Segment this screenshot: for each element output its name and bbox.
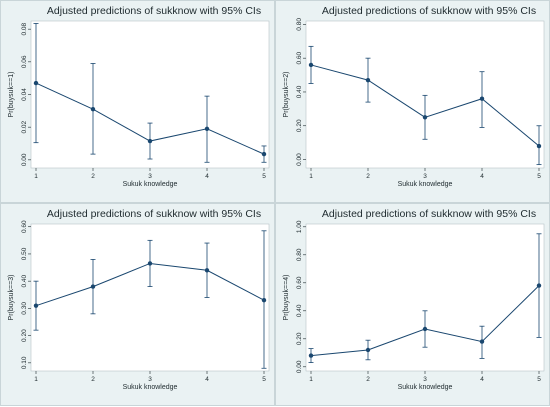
data-point — [261, 151, 267, 157]
data-point — [479, 339, 485, 344]
data-point — [90, 284, 96, 289]
x-tick-label: 1 — [34, 173, 38, 180]
chart-panel-2: Adjusted predictions of sukknow with 95%… — [275, 0, 550, 203]
data-point — [33, 303, 39, 308]
x-tick-label: 1 — [34, 376, 38, 383]
data-point — [422, 326, 428, 332]
data-point — [365, 347, 371, 353]
x-tick-label: 4 — [480, 173, 484, 180]
chart-panel-4: Adjusted predictions of sukknow with 95%… — [275, 203, 550, 406]
y-tick-label: 0.04 — [21, 88, 28, 101]
y-axis-label: Pr(buysuk==3) — [8, 275, 15, 321]
x-tick-label: 3 — [148, 173, 152, 180]
x-tick-label: 5 — [537, 173, 541, 180]
y-tick-label: 0.30 — [21, 302, 28, 315]
x-tick-label: 3 — [148, 376, 152, 383]
y-tick-label: 0.06 — [21, 55, 28, 68]
x-axis-label: Sukuk knowledge — [123, 181, 178, 188]
plot-area — [305, 20, 545, 169]
data-point — [204, 126, 210, 131]
data-point — [147, 261, 153, 266]
x-tick-label: 2 — [366, 173, 370, 180]
x-tick-label: 5 — [262, 376, 266, 383]
y-tick-label: 0.00 — [21, 153, 28, 166]
y-tick-label: 0.40 — [296, 85, 303, 98]
data-point — [90, 107, 96, 112]
chart-svg: Adjusted predictions of sukknow with 95%… — [8, 5, 270, 188]
y-tick-label: 0.60 — [296, 51, 303, 64]
chart-title: Adjusted predictions of sukknow with 95%… — [47, 208, 261, 220]
x-tick-label: 3 — [423, 173, 427, 180]
y-tick-label: 0.00 — [296, 360, 303, 373]
data-point — [204, 268, 210, 273]
chart-title: Adjusted predictions of sukknow with 95%… — [322, 5, 536, 17]
x-axis-label: Sukuk knowledge — [398, 181, 453, 188]
y-tick-label: 0.20 — [296, 119, 303, 132]
x-tick-label: 5 — [537, 376, 541, 383]
x-tick-label: 4 — [205, 173, 209, 180]
y-tick-label: 0.60 — [21, 220, 28, 233]
data-point — [147, 138, 153, 144]
y-tick-label: 0.50 — [21, 247, 28, 260]
x-tick-label: 2 — [366, 376, 370, 383]
data-point — [422, 115, 428, 120]
x-tick-label: 4 — [480, 376, 484, 383]
data-point — [308, 62, 314, 68]
y-tick-label: 0.40 — [21, 274, 28, 287]
data-point — [33, 80, 39, 86]
x-tick-label: 4 — [205, 376, 209, 383]
y-axis-label: Pr(buysuk==1) — [8, 72, 15, 118]
y-tick-label: 0.20 — [21, 329, 28, 342]
data-point — [536, 143, 542, 149]
chart-panel-3: Adjusted predictions of sukknow with 95%… — [0, 203, 275, 406]
data-point — [365, 77, 371, 83]
x-axis-label: Sukuk knowledge — [123, 384, 178, 391]
chart-svg: Adjusted predictions of sukknow with 95%… — [283, 5, 545, 188]
x-tick-label: 2 — [91, 376, 95, 383]
chart-title: Adjusted predictions of sukknow with 95%… — [47, 5, 261, 17]
y-tick-label: 0.80 — [296, 18, 303, 31]
x-tick-label: 1 — [309, 173, 313, 180]
x-tick-label: 2 — [91, 173, 95, 180]
y-tick-label: 0.08 — [21, 22, 28, 35]
x-tick-label: 5 — [262, 173, 266, 180]
y-tick-label: 0.80 — [296, 248, 303, 261]
x-tick-label: 3 — [423, 376, 427, 383]
chart-title: Adjusted predictions of sukknow with 95%… — [322, 208, 536, 220]
data-point — [308, 353, 314, 358]
chart-svg: Adjusted predictions of sukknow with 95%… — [283, 208, 545, 391]
y-axis-label: Pr(buysuk==4) — [283, 275, 290, 321]
data-point — [536, 283, 542, 288]
chart-svg: Adjusted predictions of sukknow with 95%… — [8, 208, 270, 391]
data-point — [479, 96, 485, 101]
chart-panel-1: Adjusted predictions of sukknow with 95%… — [0, 0, 275, 203]
y-tick-label: 1.00 — [296, 220, 303, 233]
x-tick-label: 1 — [309, 376, 313, 383]
y-tick-label: 0.00 — [296, 153, 303, 166]
y-tick-label: 0.20 — [296, 332, 303, 345]
data-point — [261, 298, 267, 303]
plot-area — [305, 223, 545, 372]
y-tick-label: 0.40 — [296, 304, 303, 317]
y-tick-label: 0.60 — [296, 276, 303, 289]
x-axis-label: Sukuk knowledge — [398, 384, 453, 391]
y-tick-label: 0.10 — [21, 356, 28, 369]
y-axis-label: Pr(buysuk==2) — [283, 72, 290, 118]
y-tick-label: 0.02 — [21, 120, 28, 133]
